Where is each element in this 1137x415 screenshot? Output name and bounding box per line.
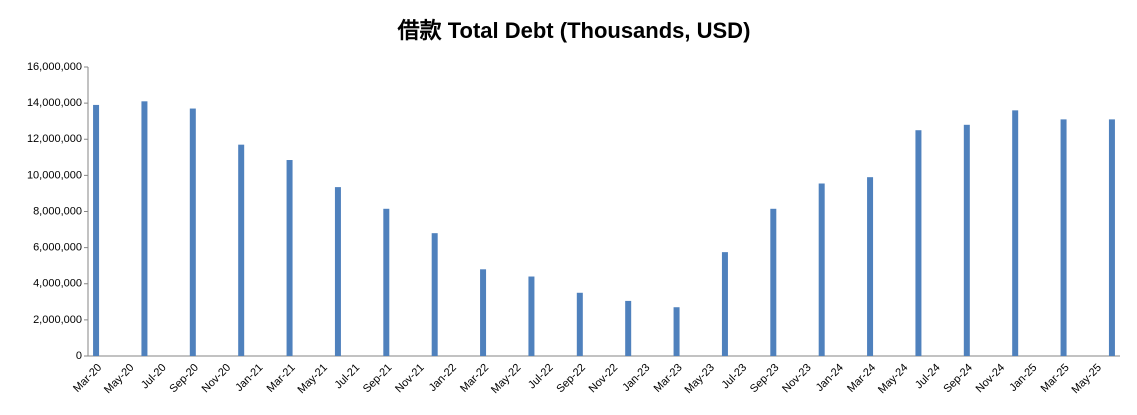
- bar: [673, 307, 680, 356]
- y-tick-label: 2,000,000: [33, 314, 82, 326]
- bar: [721, 252, 728, 356]
- x-tick-label: Sep-20: [167, 362, 201, 396]
- x-tick-label: Mar-25: [1039, 362, 1072, 395]
- x-tick-label: Nov-24: [974, 362, 1008, 396]
- x-tick-label: Jul-20: [139, 362, 169, 392]
- x-tick-label: Sep-21: [361, 362, 395, 396]
- y-tick-label: 4,000,000: [33, 278, 82, 290]
- x-tick-label: Nov-20: [200, 362, 234, 396]
- bar: [286, 160, 293, 356]
- x-tick-label: Nov-21: [393, 362, 427, 396]
- x-tick-label: Mar-24: [845, 362, 878, 395]
- x-tick-label: Sep-23: [748, 362, 782, 396]
- x-tick-label: Jul-23: [720, 362, 750, 392]
- x-tick-label: Jul-21: [333, 362, 363, 392]
- bar: [770, 208, 777, 356]
- bar: [431, 233, 438, 356]
- x-tick-label: Sep-24: [941, 362, 975, 396]
- bar: [1012, 110, 1019, 356]
- x-tick-label: May-21: [296, 362, 330, 396]
- bar: [238, 144, 245, 356]
- bar: [480, 269, 487, 356]
- bar: [93, 104, 100, 357]
- x-tick-label: Nov-23: [780, 362, 814, 396]
- y-tick-label: 14,000,000: [27, 97, 82, 109]
- y-tick-label: 8,000,000: [33, 205, 82, 217]
- bar: [334, 187, 341, 356]
- x-tick-label: Nov-22: [587, 362, 621, 396]
- bar: [1060, 119, 1067, 356]
- x-tick-label: Jan-22: [427, 362, 459, 394]
- bar: [915, 130, 922, 356]
- x-tick-label: May-23: [683, 362, 717, 396]
- bar: [576, 292, 583, 356]
- y-tick-label: 10,000,000: [27, 169, 82, 181]
- x-tick-label: Mar-21: [265, 362, 298, 395]
- x-tick-label: Mar-20: [71, 362, 104, 395]
- x-tick-label: Jul-22: [526, 362, 556, 392]
- bar: [528, 276, 535, 356]
- x-tick-label: Mar-22: [458, 362, 491, 395]
- x-tick-label: Mar-23: [652, 362, 685, 395]
- y-tick-label: 6,000,000: [33, 242, 82, 254]
- bar: [867, 177, 874, 356]
- bar: [189, 108, 196, 356]
- bar: [141, 101, 148, 356]
- bar: [1108, 119, 1115, 356]
- bar: [818, 183, 825, 356]
- chart-title: 借款 Total Debt (Thousands, USD): [397, 18, 751, 43]
- x-tick-label: May-25: [1070, 362, 1104, 396]
- x-tick-label: Jan-23: [620, 362, 652, 394]
- x-tick-label: May-22: [489, 362, 523, 396]
- x-tick-label: Jan-24: [814, 362, 846, 394]
- x-tick-label: Sep-22: [554, 362, 588, 396]
- bar: [383, 208, 390, 356]
- x-tick-label: May-20: [102, 362, 136, 396]
- bar: [625, 300, 632, 356]
- y-tick-label: 12,000,000: [27, 133, 82, 145]
- x-tick-label: Jan-25: [1007, 362, 1039, 394]
- y-tick-label: 0: [76, 350, 82, 362]
- bar: [963, 124, 970, 356]
- y-tick-label: 16,000,000: [27, 61, 82, 73]
- x-tick-label: May-24: [876, 362, 910, 396]
- x-tick-label: Jul-24: [913, 362, 943, 392]
- x-tick-label: Jan-21: [233, 362, 265, 394]
